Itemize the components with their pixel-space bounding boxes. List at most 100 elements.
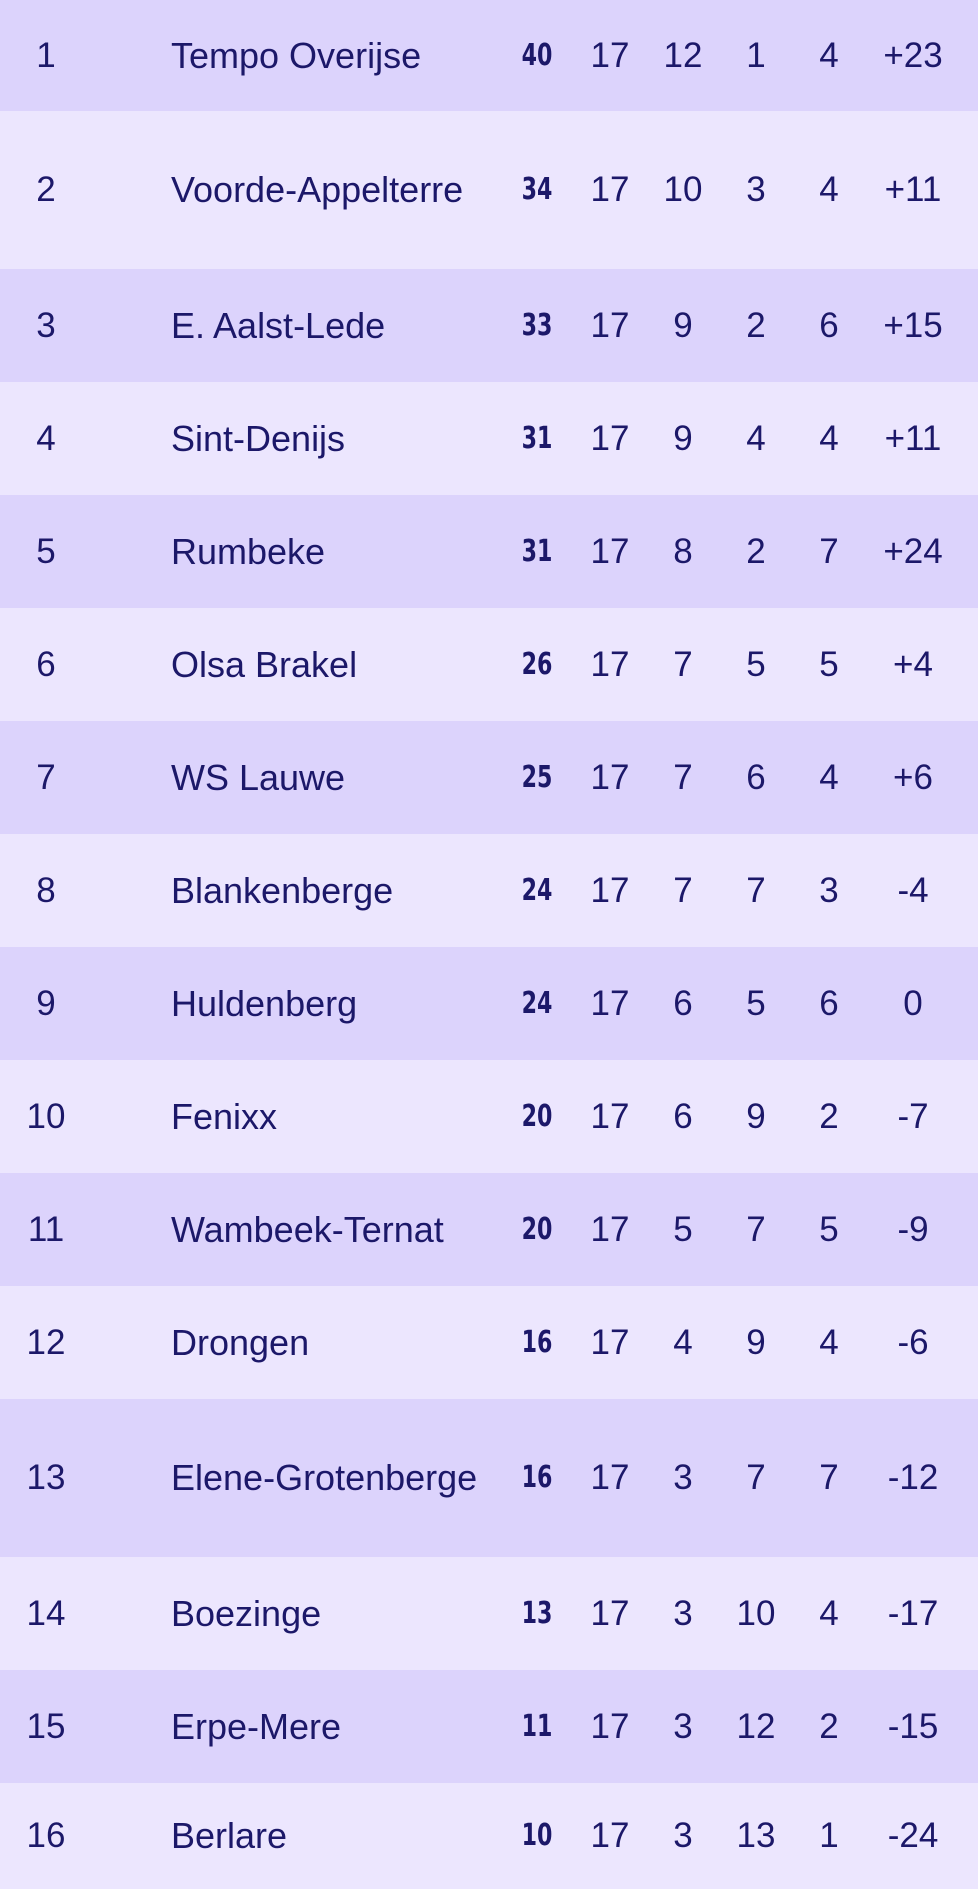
goal-difference-cell: +23 bbox=[883, 35, 943, 75]
drawn-cell: 13 bbox=[736, 1816, 776, 1855]
drawn-cell: 12 bbox=[736, 1706, 776, 1746]
lost-cell: 2 bbox=[819, 1096, 839, 1136]
won-cell: 5 bbox=[673, 1209, 693, 1249]
won-cell: 8 bbox=[673, 531, 693, 571]
won-cell: 9 bbox=[673, 418, 693, 458]
team-name-cell: Erpe-Mere bbox=[171, 1705, 342, 1747]
goal-difference-cell: +15 bbox=[883, 305, 943, 345]
team-name-cell: Voorde- Appelterre bbox=[171, 111, 481, 269]
team-name-cell: Olsa Brakel bbox=[171, 643, 358, 685]
drawn-cell: 5 bbox=[746, 983, 766, 1023]
team-name-line: Appelterre bbox=[297, 169, 464, 210]
goal-difference-cell: +24 bbox=[883, 531, 943, 571]
lost-cell: 4 bbox=[819, 418, 839, 458]
played-cell: 17 bbox=[590, 1209, 630, 1249]
drawn-cell: 7 bbox=[746, 1458, 766, 1497]
position-cell: 9 bbox=[36, 983, 56, 1023]
goal-difference-cell: +6 bbox=[893, 757, 933, 797]
points-cell: 20 bbox=[521, 1098, 553, 1134]
table-row[interactable]: 12 Drongen 16 17 4 9 4 -6 bbox=[0, 1286, 978, 1399]
points-cell: 16 bbox=[521, 1460, 553, 1495]
won-cell: 4 bbox=[673, 1322, 693, 1362]
table-row[interactable]: 5 Rumbeke 31 17 8 2 7 +24 bbox=[0, 495, 978, 608]
table-row[interactable]: 9 Huldenberg 24 17 6 5 6 0 bbox=[0, 947, 978, 1060]
points-cell: 26 bbox=[521, 646, 553, 682]
won-cell: 7 bbox=[673, 644, 693, 684]
drawn-cell: 7 bbox=[746, 870, 766, 910]
played-cell: 17 bbox=[590, 1322, 630, 1362]
points-cell: 40 bbox=[521, 37, 553, 73]
played-cell: 17 bbox=[590, 644, 630, 684]
position-cell: 1 bbox=[36, 35, 56, 75]
played-cell: 17 bbox=[590, 1096, 630, 1136]
team-name-cell: Boezinge bbox=[171, 1592, 322, 1634]
table-row[interactable]: 16 Berlare 10 17 3 13 1 -24 bbox=[0, 1783, 978, 1889]
played-cell: 17 bbox=[590, 1593, 630, 1633]
table-row[interactable]: 3 E. Aalst-Lede 33 17 9 2 6 +15 bbox=[0, 269, 978, 382]
goal-difference-cell: -24 bbox=[887, 1816, 939, 1855]
lost-cell: 5 bbox=[819, 1209, 839, 1249]
team-name-cell: Blankenberge bbox=[171, 869, 394, 911]
position-cell: 5 bbox=[36, 531, 56, 571]
table-row[interactable]: 14 Boezinge 13 17 3 10 4 -17 bbox=[0, 1557, 978, 1670]
table-row[interactable]: 7 WS Lauwe 25 17 7 6 4 +6 bbox=[0, 721, 978, 834]
won-cell: 3 bbox=[673, 1458, 693, 1497]
played-cell: 17 bbox=[590, 757, 630, 797]
won-cell: 3 bbox=[673, 1816, 693, 1855]
table-row[interactable]: 8 Blankenberge 24 17 7 7 3 -4 bbox=[0, 834, 978, 947]
won-cell: 3 bbox=[673, 1706, 693, 1746]
drawn-cell: 6 bbox=[746, 757, 766, 797]
position-cell: 10 bbox=[26, 1096, 66, 1136]
played-cell: 17 bbox=[590, 1816, 630, 1855]
drawn-cell: 3 bbox=[746, 170, 766, 209]
lost-cell: 1 bbox=[819, 1816, 839, 1855]
lost-cell: 6 bbox=[819, 305, 839, 345]
won-cell: 10 bbox=[663, 170, 703, 209]
won-cell: 6 bbox=[673, 983, 693, 1023]
drawn-cell: 5 bbox=[746, 644, 766, 684]
table-row[interactable]: 1 Tempo Overijse 40 17 12 1 4 +23 bbox=[0, 0, 978, 111]
played-cell: 17 bbox=[590, 870, 630, 910]
table-row[interactable]: 13 Elene- Grotenberge 16 17 3 7 7 -12 bbox=[0, 1399, 978, 1557]
team-name-cell: Elene- Grotenberge bbox=[171, 1399, 481, 1557]
points-cell: 31 bbox=[521, 420, 553, 456]
lost-cell: 5 bbox=[819, 644, 839, 684]
drawn-cell: 10 bbox=[736, 1593, 776, 1633]
goal-difference-cell: +11 bbox=[884, 170, 942, 209]
team-name-cell: Fenixx bbox=[171, 1095, 278, 1137]
table-row[interactable]: 6 Olsa Brakel 26 17 7 5 5 +4 bbox=[0, 608, 978, 721]
goal-difference-cell: -12 bbox=[887, 1458, 939, 1497]
table-row[interactable]: 10 Fenixx 20 17 6 9 2 -7 bbox=[0, 1060, 978, 1173]
points-cell: 24 bbox=[521, 985, 553, 1021]
drawn-cell: 9 bbox=[746, 1322, 766, 1362]
position-cell: 3 bbox=[36, 305, 56, 345]
table-row[interactable]: 11 Wambeek-Ternat 20 17 5 7 5 -9 bbox=[0, 1173, 978, 1286]
drawn-cell: 2 bbox=[746, 305, 766, 345]
lost-cell: 4 bbox=[819, 1593, 839, 1633]
table-row[interactable]: 4 Sint-Denijs 31 17 9 4 4 +11 bbox=[0, 382, 978, 495]
goal-difference-cell: -15 bbox=[887, 1706, 939, 1746]
points-cell: 24 bbox=[521, 872, 553, 908]
lost-cell: 4 bbox=[819, 757, 839, 797]
won-cell: 3 bbox=[673, 1593, 693, 1633]
goal-difference-cell: +4 bbox=[893, 644, 933, 684]
position-cell: 13 bbox=[26, 1458, 66, 1497]
team-name-line: Grotenberge bbox=[275, 1457, 478, 1498]
goal-difference-cell: +11 bbox=[884, 418, 942, 458]
played-cell: 17 bbox=[590, 1706, 630, 1746]
goal-difference-cell: 0 bbox=[903, 983, 923, 1023]
drawn-cell: 9 bbox=[746, 1096, 766, 1136]
lost-cell: 4 bbox=[819, 35, 839, 75]
table-row[interactable]: 2 Voorde- Appelterre 34 17 10 3 4 +11 bbox=[0, 111, 978, 269]
position-cell: 7 bbox=[36, 757, 56, 797]
table-row[interactable]: 15 Erpe-Mere 11 17 3 12 2 -15 bbox=[0, 1670, 978, 1783]
position-cell: 8 bbox=[36, 870, 56, 910]
team-name-cell: Tempo Overijse bbox=[171, 34, 422, 76]
team-name-cell: WS Lauwe bbox=[171, 756, 346, 798]
team-name-cell: Sint-Denijs bbox=[171, 417, 346, 459]
drawn-cell: 4 bbox=[746, 418, 766, 458]
drawn-cell: 1 bbox=[746, 35, 766, 75]
lost-cell: 7 bbox=[819, 1458, 839, 1497]
position-cell: 15 bbox=[26, 1706, 66, 1746]
team-name-cell: Wambeek-Ternat bbox=[171, 1208, 444, 1250]
